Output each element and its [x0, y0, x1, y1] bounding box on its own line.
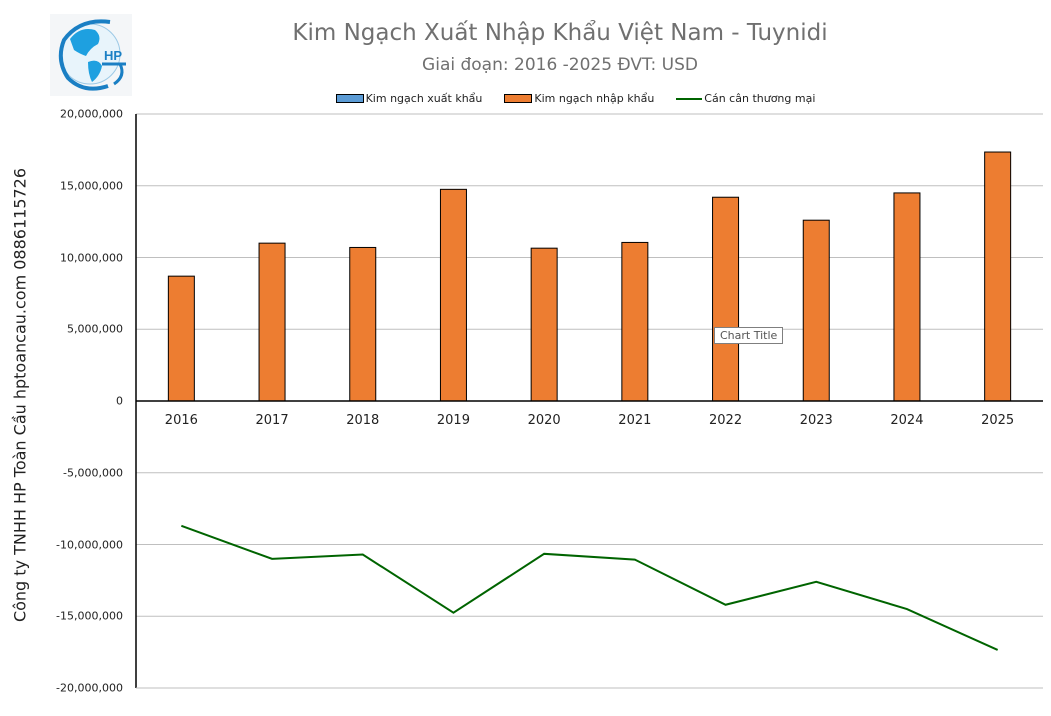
svg-text:HP: HP — [104, 48, 122, 63]
trade-balance-line[interactable] — [181, 524, 999, 651]
company-logo: HP — [50, 14, 132, 96]
x-tick-label: 2025 — [981, 413, 1015, 428]
import-bar[interactable] — [349, 246, 377, 402]
y-tick-label: 0 — [116, 394, 123, 408]
import-bar[interactable] — [712, 196, 740, 402]
y-tick-label: 20,000,000 — [60, 107, 123, 121]
y-tick-label: 10,000,000 — [60, 251, 123, 264]
legend-label: Kim ngạch nhập khẩu — [534, 92, 655, 105]
legend-label: Kim ngạch xuất khẩu — [365, 92, 483, 105]
x-tick-label: 2016 — [164, 413, 198, 428]
legend-label: Cán cân thương mại — [704, 92, 816, 105]
y-tick-label: 15,000,000 — [60, 179, 123, 193]
x-tick-label: 2023 — [799, 413, 833, 428]
y-tick-label: -10,000,000 — [56, 538, 123, 551]
legend-item-import[interactable]: Kim ngạch nhập khẩu — [504, 92, 654, 105]
import-bar[interactable] — [439, 188, 467, 402]
import-bar[interactable] — [530, 247, 558, 402]
y-tick-label: -20,000,000 — [56, 681, 123, 695]
x-tick-label: 2024 — [890, 413, 924, 428]
x-tick-label: 2021 — [618, 413, 652, 428]
export-swatch-icon — [335, 94, 364, 103]
chart-title-tooltip: Chart Title — [714, 327, 784, 344]
x-tick-label: 2017 — [255, 413, 289, 428]
x-tick-label: 2022 — [709, 413, 743, 428]
import-bar[interactable] — [621, 241, 649, 402]
y-tick-label: -15,000,000 — [56, 609, 123, 623]
y-tick-label: -5,000,000 — [63, 466, 123, 480]
import-bar[interactable] — [167, 275, 195, 402]
balance-line-icon — [676, 97, 703, 100]
legend-item-export[interactable]: Kim ngạch xuất khẩu — [335, 92, 483, 105]
import-swatch-icon — [504, 94, 533, 103]
x-tick-label: 2019 — [436, 413, 470, 428]
chart-legend: Kim ngạch xuất khẩu Kim ngạch nhập khẩu … — [0, 92, 1051, 105]
import-bar[interactable] — [258, 242, 286, 402]
import-bar[interactable] — [893, 192, 921, 402]
globe-logo-icon: HP — [58, 19, 126, 91]
x-tick-label: 2018 — [346, 413, 380, 428]
chart-title: Kim Ngạch Xuất Nhập Khẩu Việt Nam - Tuyn… — [292, 20, 828, 46]
chart-subtitle: Giai đoạn: 2016 -2025 ĐVT: USD — [422, 55, 698, 75]
y-tick-label: 5,000,000 — [67, 322, 123, 336]
legend-item-balance[interactable]: Cán cân thương mại — [676, 92, 815, 105]
x-tick-label: 2020 — [527, 413, 561, 428]
import-bar[interactable] — [802, 219, 830, 402]
import-bar[interactable] — [984, 151, 1012, 402]
